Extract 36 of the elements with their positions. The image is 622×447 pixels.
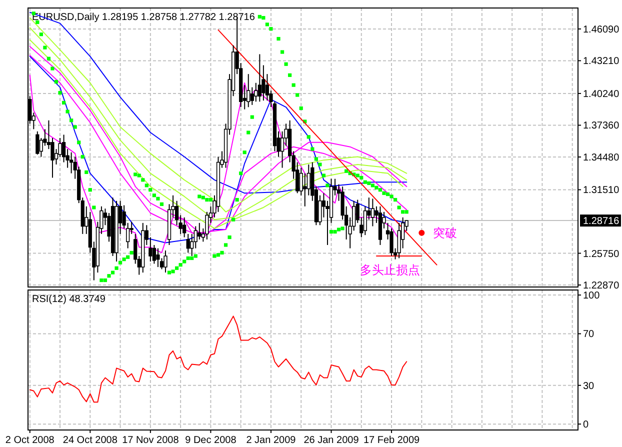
x-tick-label: 24 Oct 2008: [62, 435, 118, 446]
annotation: 突破: [433, 226, 457, 240]
y-tick-label: 30: [583, 380, 595, 392]
x-tick-label: 2 Jan 2009: [246, 435, 296, 446]
candlestick: [370, 198, 375, 227]
x-tick-label: 9 Dec 2008: [185, 435, 237, 446]
candlestick: [303, 172, 307, 207]
y-tick-label: 1.40240: [583, 88, 620, 100]
candlestick: [156, 248, 160, 268]
y-tick-label: 100: [583, 290, 600, 302]
x-tick-label: 26 Jan 2009: [304, 435, 360, 446]
candlestick: [164, 250, 168, 274]
y-tick-label: 70: [583, 329, 595, 340]
candlestick: [254, 82, 258, 102]
y-tick-label: 1.43210: [583, 56, 620, 68]
y-tick-label: 1.22870: [583, 280, 620, 292]
candlestick: [36, 130, 40, 156]
y-tick-label: 1.31510: [583, 185, 620, 196]
y-tick-label: 0: [583, 420, 589, 431]
candlestick: [246, 74, 250, 108]
candlestick: [250, 86, 254, 106]
x-tick-label: 17 Nov 2008: [122, 435, 180, 446]
y-tick-label: 1.46090: [583, 24, 620, 36]
candlestick: [182, 216, 186, 238]
ref-line-label: 1.28716: [583, 216, 620, 228]
chart-title: RSI(12) 48.3749: [32, 294, 106, 305]
line-series: [29, 316, 408, 403]
y-tick-label: 1.37360: [583, 120, 620, 132]
annotation: 多头止损点: [360, 263, 420, 277]
candlestick: [198, 222, 202, 240]
y-tick-label: 1.34480: [583, 152, 620, 164]
y-tick-label: 1.25750: [583, 248, 620, 260]
candlestick: [258, 54, 262, 102]
candlestick: [186, 233, 190, 254]
x-tick-label: 17 Feb 2009: [363, 435, 420, 446]
x-tick-label: 2 Oct 2008: [5, 435, 55, 446]
